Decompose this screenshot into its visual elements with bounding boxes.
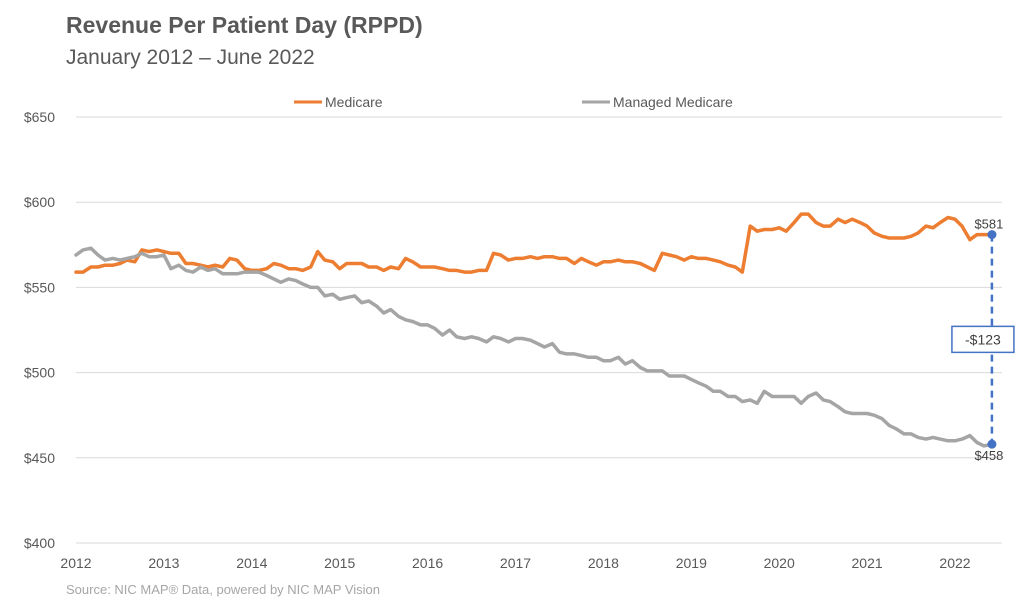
series <box>74 212 994 448</box>
x-tick-label: 2014 <box>236 555 267 571</box>
y-tick-label: $450 <box>24 450 55 466</box>
x-tick-label: 2022 <box>939 555 970 571</box>
y-tick-label: $500 <box>24 365 55 381</box>
managed-medicare-line <box>74 246 994 448</box>
managed-medicare-end-label: $458 <box>974 448 1003 463</box>
x-tick-label: 2013 <box>148 555 179 571</box>
legend-label-medicare: Medicare <box>325 94 383 110</box>
legend-label-managed-medicare: Managed Medicare <box>613 94 733 110</box>
x-tick-label: 2016 <box>412 555 443 571</box>
x-tick-label: 2017 <box>500 555 531 571</box>
medicare-line <box>74 212 994 274</box>
legend: Medicare Managed Medicare <box>294 94 733 110</box>
y-tick-label: $650 <box>24 109 55 125</box>
managed-medicare-end-marker <box>987 439 997 449</box>
x-tick-label: 2015 <box>324 555 355 571</box>
source-note: Source: NIC MAP® Data, powered by NIC MA… <box>66 582 380 597</box>
medicare-end-label: $581 <box>974 217 1003 232</box>
difference-annotation: -$123 $581 $458 <box>951 217 1015 463</box>
x-tick-label: 2012 <box>60 555 91 571</box>
x-tick-label: 2019 <box>676 555 707 571</box>
gridlines <box>76 116 1002 544</box>
x-tick-label: 2021 <box>852 555 883 571</box>
x-axis-ticks: 2012 2013 2014 2015 2016 2017 2018 2019 2020 2021… <box>60 555 970 571</box>
medicare-end-marker <box>987 230 997 240</box>
y-tick-label: $600 <box>24 194 55 210</box>
y-tick-label: $400 <box>24 535 55 551</box>
x-tick-label: 2018 <box>588 555 619 571</box>
chart-subtitle: January 2012 – June 2022 <box>66 46 315 69</box>
x-tick-label: 2020 <box>764 555 795 571</box>
y-tick-label: $550 <box>24 279 55 295</box>
chart-title: Revenue Per Patient Day (RPPD) <box>66 12 423 38</box>
difference-label: -$123 <box>965 331 1001 347</box>
difference-box <box>951 325 1015 354</box>
y-axis-ticks: $400 $450 $500 $550 $600 $650 <box>24 109 55 551</box>
